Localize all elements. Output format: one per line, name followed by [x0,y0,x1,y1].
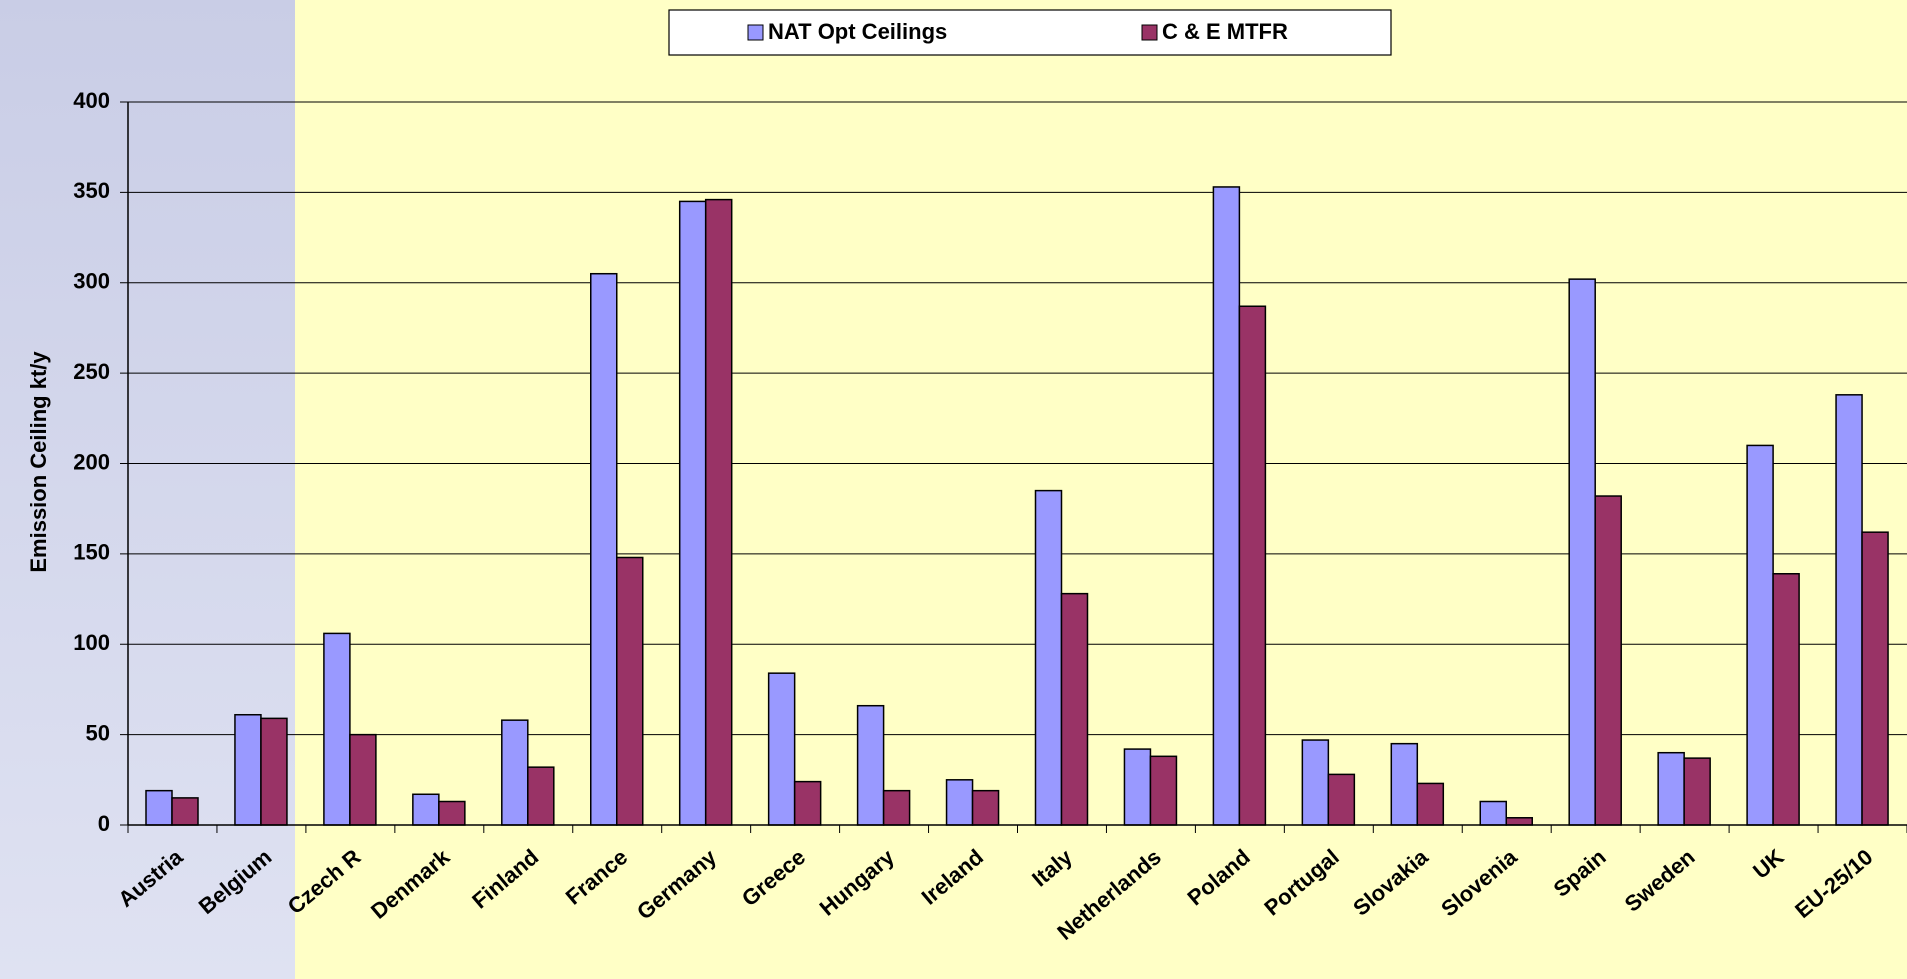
bar [234,713,262,826]
y-tick-label: 50 [86,720,110,745]
bar [1568,278,1596,826]
bar [1327,773,1356,826]
bar [438,800,466,826]
bar [1301,739,1330,826]
y-tick-label: 250 [73,359,110,384]
bar [971,789,1000,826]
bar [882,789,911,826]
y-tick-label: 100 [73,630,110,655]
bar [1657,751,1685,826]
legend-label: C & E MTFR [1162,19,1288,44]
bar [527,766,555,826]
legend [668,9,1392,56]
bar [1835,394,1863,826]
bar [145,789,173,826]
y-tick-label: 200 [73,449,110,474]
bar [171,797,199,826]
bar [412,793,440,826]
bar [945,779,974,826]
bar [793,780,822,826]
bar [1034,489,1063,826]
bar [616,556,644,826]
y-axis-label: Emission Ceiling kt/y [26,351,51,573]
legend-swatch [1141,24,1158,41]
y-tick-label: 350 [73,178,110,203]
y-tick-label: 0 [98,811,110,836]
bar [1123,748,1152,826]
bar [856,704,885,826]
bar [323,632,351,826]
y-tick-label: 150 [73,540,110,565]
bar [1238,305,1267,826]
bar [349,733,377,826]
bar [1505,817,1533,826]
bar [704,198,733,826]
bar [501,719,529,826]
y-tick-label: 400 [73,88,110,113]
y-tick-label: 300 [73,269,110,294]
bar [1149,755,1178,826]
bar [1594,495,1622,826]
bar [678,200,707,826]
bar [1212,186,1241,826]
legend-swatch [747,24,764,41]
bar [767,672,796,826]
bar [1772,573,1800,826]
bar [1416,782,1445,826]
legend-label: NAT Opt Ceilings [768,19,947,44]
bar [260,717,288,826]
bar [1060,592,1089,826]
bar [1390,742,1419,826]
bar [1479,800,1507,826]
bar [1746,444,1774,826]
bar [1861,531,1889,826]
bar [1683,757,1711,826]
bar [590,272,618,826]
